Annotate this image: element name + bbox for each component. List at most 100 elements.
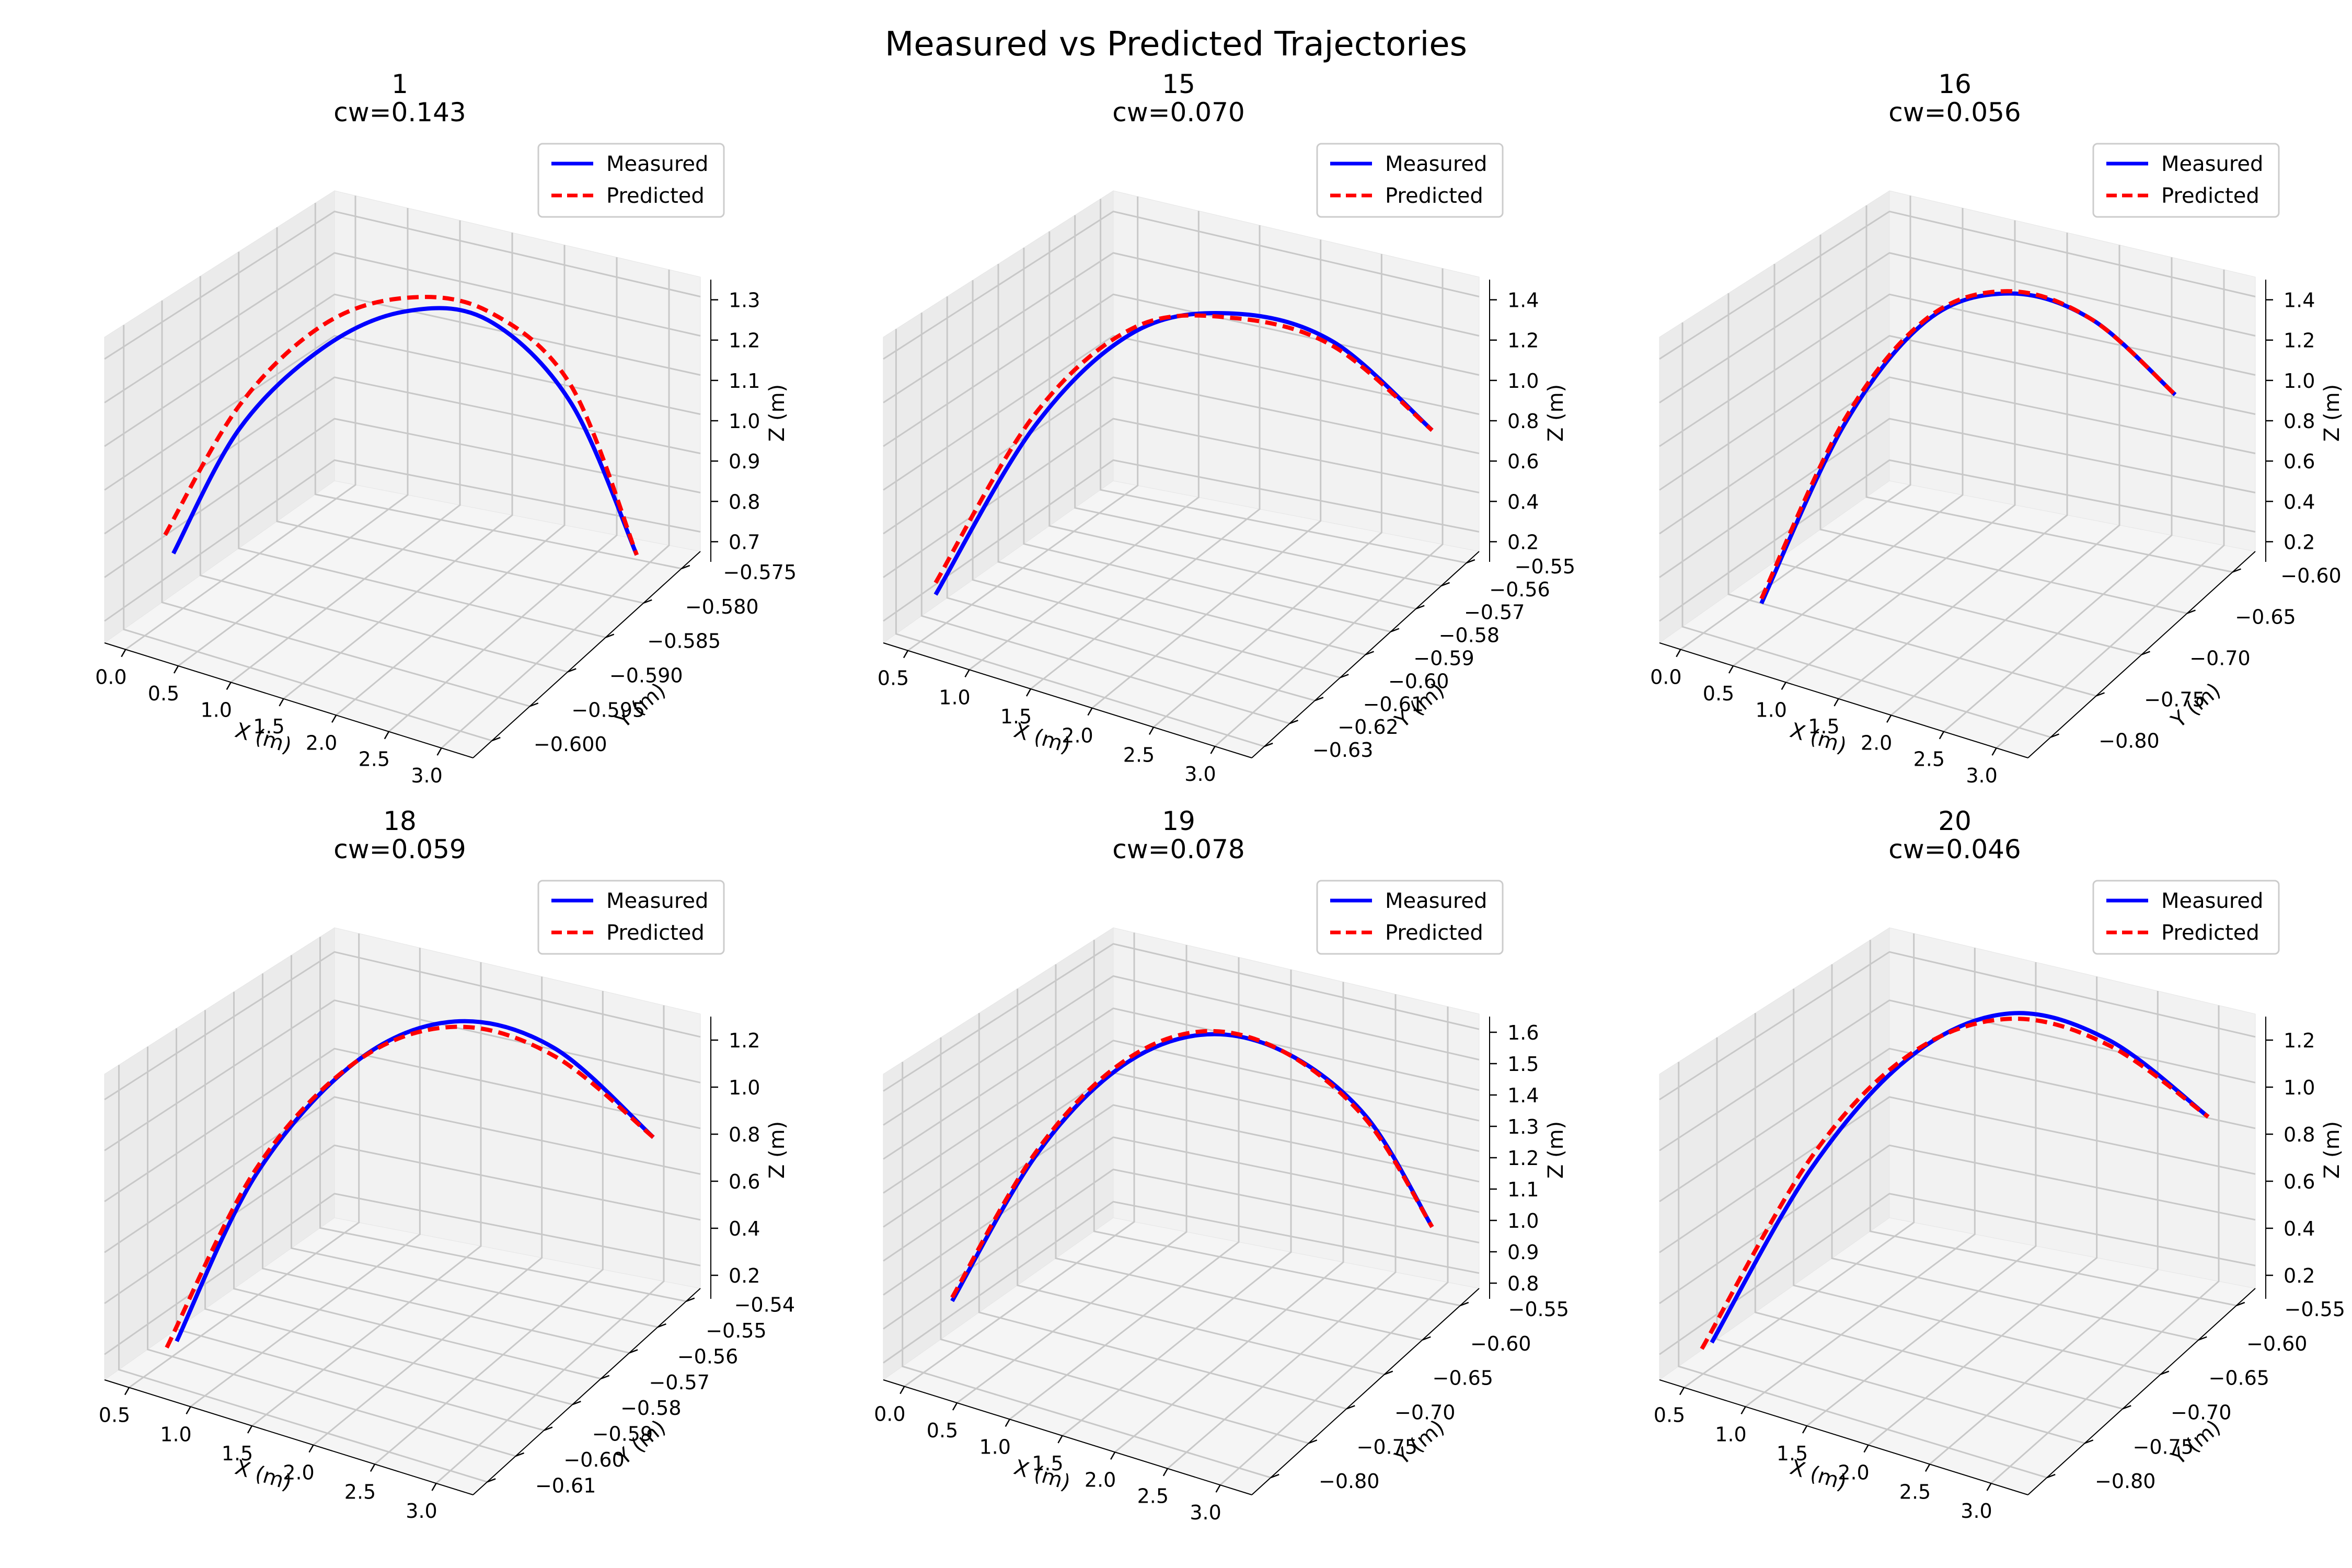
grid-line-z [104,1096,701,1253]
x-tick-label: 3.0 [1190,1501,1221,1524]
x-tick [1676,649,1681,658]
grid-line-z [883,418,1480,578]
x-tick [247,1425,253,1434]
x-tick [1110,1451,1116,1460]
y-tick-label: −0.54 [734,1294,795,1317]
grid-line-z [104,418,701,578]
x-tick-label: 1.0 [160,1423,191,1446]
grid-line-z [883,1104,1480,1262]
x-tick [1679,1387,1685,1396]
legend: Measured Predicted [1316,143,1504,218]
y-tick [1466,559,1475,564]
x-tick-label: 3.0 [1961,1500,1992,1523]
z-tick-label: 0.6 [2284,1170,2315,1193]
grid-line-y [238,251,606,639]
grid-line-y [262,973,630,1354]
y-tick [1390,628,1400,632]
legend: Measured Predicted [2092,143,2280,218]
x-tick [1740,1406,1746,1414]
grid-line-x [1745,948,1976,1408]
y-tick [657,1323,666,1328]
grid-line-y [1055,964,1423,1341]
x-tick-label: 2.5 [344,1480,376,1503]
z-tick-label: 0.4 [2284,490,2315,513]
x-tick-label: 0.0 [95,666,126,689]
y-tick [1460,1301,1469,1307]
x-tick-label: 0.5 [148,682,179,705]
z-tick-label: 0.8 [729,490,760,513]
y-tick-label: −0.65 [1433,1367,1493,1390]
grid-line-x [1996,269,2225,749]
legend-predicted-label: Predicted [2161,921,2259,945]
z-tick-label: 1.0 [1507,1209,1539,1232]
grid-line-y [1754,1013,2123,1410]
legend-predicted-label: Predicted [606,184,705,208]
z-tick-label: 1.0 [2284,1076,2315,1099]
grid-line-z [883,376,1480,535]
x-tick [121,649,126,658]
subplot-title: 1 [391,69,408,99]
y-tick-label: −0.60 [1388,670,1449,693]
y-tick-label: −0.57 [649,1371,709,1394]
z-axis-label: Z (m) [765,384,789,442]
z-axis-label: Z (m) [765,1121,789,1179]
x-tick-label: 0.5 [99,1404,130,1427]
subplot-subtitle: cw=0.059 [333,834,466,864]
legend-predicted-label: Predicted [1385,184,1483,208]
x-axis-line [1659,642,2028,758]
grid-line-y [978,1013,1347,1410]
measured-series-line [175,1019,655,1342]
y-tick-label: −0.585 [647,630,721,653]
y-tick [1415,605,1425,609]
grid-line-y [118,1065,488,1483]
grid-line-z [883,252,1480,403]
grid-line-x [1943,257,2173,732]
y-tick [1270,1473,1279,1479]
predicted-series-line [165,1024,655,1349]
y-tick [2187,609,2196,614]
y-tick [491,736,501,742]
grid-line-x [374,991,604,1465]
y-tick [1340,674,1349,678]
z-tick-label: 0.2 [2284,1264,2315,1287]
z-tick-label: 0.4 [2284,1217,2315,1240]
y-tick [2236,1301,2245,1307]
legend: Measured Predicted [1316,880,1504,955]
grid-line-x [1785,220,2016,683]
grid-line-z [883,1201,1480,1364]
subplot-title: 20 [1938,806,1971,836]
grid-line-y [291,955,658,1328]
y-tick [544,1426,553,1431]
z-tick-label: 1.0 [729,410,760,433]
y-tick [567,668,577,673]
x-tick-label: 2.5 [1137,1485,1169,1508]
grid-line-y [314,203,682,570]
y-axis-line [1251,1288,1480,1495]
z-tick-label: 1.3 [729,289,760,312]
subplot-1: 1cw=0.143 0.0 0.5 1.0 1.5 2.0 2.5 3.0 −0.575 −0.5… [95,69,797,787]
x-tick-label: 2.5 [1913,748,1945,771]
z-tick-label: 0.7 [729,531,760,554]
grid-line-x [1114,982,1344,1453]
y-tick-label: −0.60 [1470,1332,1531,1355]
y-tick [686,1297,695,1302]
grid-line-x [435,1005,665,1484]
y-tick [1365,651,1374,655]
grid-line-z [104,951,701,1101]
y-tick-label: −0.70 [2189,647,2250,670]
grid-line-y [1727,293,2096,697]
grid-line-y [1678,1062,2047,1479]
legend-measured-label: Measured [1385,152,1487,176]
grid-line-x [1219,1006,1449,1486]
z-axis-label: Z (m) [1544,1121,1568,1179]
grid-line-y [997,264,1366,655]
figure-title: Measured vs Predicted Trajectories [885,25,1467,64]
x-tick-label: 0.5 [927,1419,958,1442]
y-tick [2096,692,2105,697]
y-tick [2198,1336,2207,1341]
z-tick-label: 1.1 [1507,1178,1539,1201]
x-tick [1215,1484,1221,1493]
x-tick-label: 3.0 [1966,764,1997,787]
x-tick [384,731,389,740]
